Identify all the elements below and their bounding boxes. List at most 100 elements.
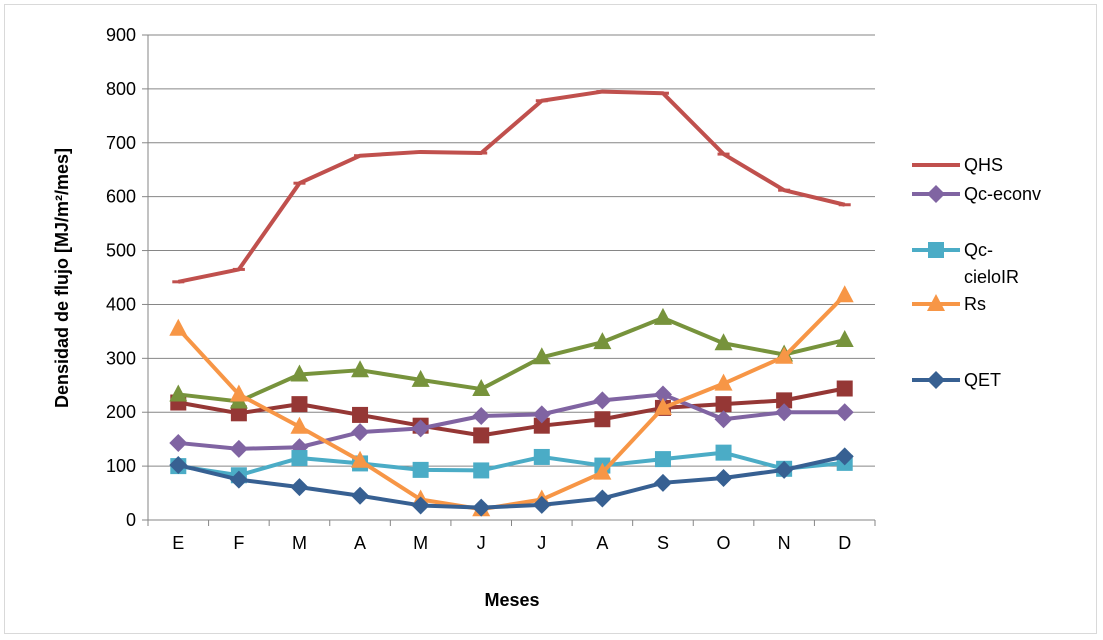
data-point [532,405,551,424]
series-line [178,315,846,404]
data-point [229,384,248,402]
legend-label: Rs [964,294,986,314]
data-point [653,385,672,404]
y-tick-label: 300 [106,348,136,368]
x-tick-label: J [537,533,546,553]
data-point [653,307,672,325]
data-point [715,444,732,461]
data-point [169,433,188,452]
series-qc-cieloir [170,444,853,484]
series-line [177,450,845,478]
data-point [653,397,672,415]
data-point [653,473,672,492]
data-point [533,417,550,434]
y-axis-title: Densidad de flujo [MJ/m²/mes] [52,148,72,408]
data-point [532,347,551,365]
data-point [472,406,491,425]
legend-label: QHS [964,155,1003,175]
data-point [229,439,248,458]
data-point [351,360,370,378]
x-tick-label: A [596,533,608,553]
data-point [351,486,370,505]
x-axis-title: Meses [484,590,539,610]
legend-entry: Qc-econv [912,184,1041,204]
data-point [351,450,370,468]
data-point [472,498,491,517]
series-qet [169,447,854,517]
data-point [473,427,490,444]
y-tick-label: 200 [106,402,136,422]
legend-marker [928,242,944,258]
data-point [835,447,854,466]
data-point [594,411,611,428]
x-tick-label: J [477,533,486,553]
series-qhs [172,89,851,284]
data-point [775,460,794,479]
data-point [835,285,854,303]
legend-entry: QET [912,370,1001,390]
data-point [714,373,733,391]
data-point [412,461,429,478]
y-tick-label: 400 [106,294,136,314]
legend-label-line1: Qc- [964,240,993,260]
y-tick-label: 100 [106,456,136,476]
data-point [290,478,309,497]
data-point [593,332,612,350]
x-tick-label: E [172,533,184,553]
series-line [177,386,846,438]
x-tick-label: M [292,533,307,553]
legend-label: QET [964,370,1001,390]
data-point [291,450,308,467]
y-tick-label: 500 [106,241,136,261]
data-point [593,462,612,480]
y-tick-label: 0 [126,510,136,530]
data-point [291,396,308,413]
series-line [177,89,846,284]
data-point [836,380,853,397]
data-point [654,451,671,468]
legend-marker [927,371,945,389]
data-point [351,423,370,442]
data-point [169,318,188,336]
data-point [593,489,612,508]
data-point [230,405,247,422]
legend-label: Qc-econv [964,184,1041,204]
y-tick-label: 700 [106,133,136,153]
data-point [411,369,430,387]
data-point [290,364,309,382]
data-point [473,462,490,479]
axes [142,34,876,526]
x-tick-label: S [657,533,669,553]
x-tick-label: M [413,533,428,553]
data-point [714,468,733,487]
series-line [177,454,846,510]
legend-entry: QHS [912,155,1003,175]
data-point [411,419,430,438]
data-point [775,403,794,422]
data-point [411,496,430,515]
chart-frame [4,4,1097,634]
series-line [178,392,845,451]
data-point [776,392,793,409]
legend-marker [927,294,945,311]
data-point [714,410,733,429]
y-tick-labels: 0 100 200 300 400 500 600 700 800 900 [106,25,136,530]
x-tick-label: N [778,533,791,553]
legend-label-line2: cieloIR [964,267,1019,287]
legend-entry: Qc-cieloIR [912,240,1019,287]
data-point [290,416,309,434]
data-point [593,391,612,410]
data-point [715,396,732,413]
data-point [533,448,550,465]
data-point [835,403,854,422]
legend-marker [927,185,945,203]
data-point [229,470,248,489]
x-tick-label: O [717,533,731,553]
x-tick-label: D [838,533,851,553]
x-tick-label: F [233,533,244,553]
legend: QHS Qc-econv Qc-cieloIR Rs QET [912,155,1041,390]
series-group [169,89,854,517]
series-qc-econv [169,385,854,458]
